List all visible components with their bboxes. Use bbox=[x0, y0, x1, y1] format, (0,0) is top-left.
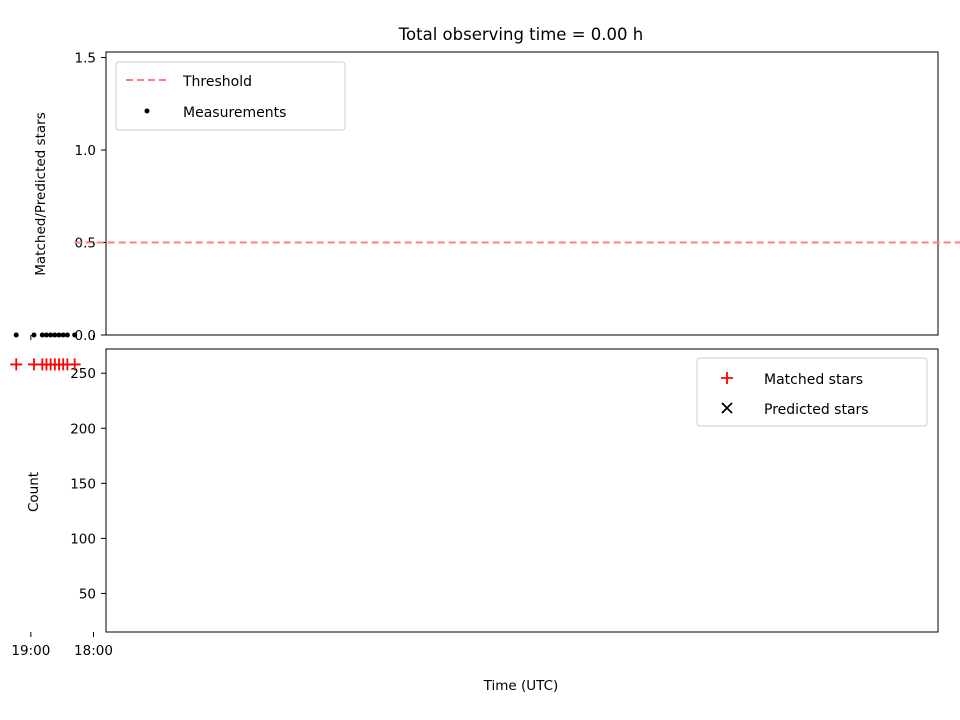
measurement-point bbox=[52, 332, 58, 338]
bottom-x-axis: 18:0019:0020:0021:0022:0023:0000:0001:00… bbox=[11, 632, 113, 659]
x-tick-label: 18:00 bbox=[74, 643, 113, 659]
measurement-point bbox=[43, 332, 49, 338]
bottom-legend-box bbox=[696, 357, 928, 427]
bottom-y-tick-label: 50 bbox=[79, 586, 96, 602]
bottom-y-tick-label: 150 bbox=[70, 476, 96, 492]
measurement-point bbox=[48, 332, 54, 338]
top-plot-frame bbox=[105, 51, 939, 336]
matched-stars-points bbox=[10, 358, 81, 371]
bottom-y-axis: 50 100 150 200 250 bbox=[70, 366, 106, 602]
legend-predicted-label: Predicted stars bbox=[764, 402, 869, 418]
bottom-y-tick-label: 100 bbox=[70, 531, 96, 547]
x-tick-label: 19:00 bbox=[11, 643, 50, 659]
x-axis-label: Time (UTC) bbox=[483, 678, 559, 694]
measurement-point bbox=[72, 332, 78, 338]
top-legend: Threshold Measurements bbox=[115, 61, 346, 131]
measurement-point bbox=[39, 332, 45, 338]
matched-star-marker bbox=[10, 358, 23, 371]
measurement-points bbox=[13, 332, 78, 338]
bottom-legend: Matched stars Predicted stars bbox=[696, 357, 928, 427]
legend-threshold-label: Threshold bbox=[182, 74, 252, 90]
bottom-y-tick-label: 250 bbox=[70, 366, 96, 382]
measurement-point bbox=[31, 332, 37, 338]
bottom-y-tick-label: 200 bbox=[70, 421, 96, 437]
top-panel: 0.0 0.5 1.0 1.5 Matched/Predicted stars Thr… bbox=[13, 51, 960, 344]
measurement-point bbox=[60, 332, 66, 338]
top-y-axis: 0.0 0.5 1.0 1.5 bbox=[75, 51, 106, 344]
measurement-point bbox=[56, 332, 62, 338]
top-y-tick-label: 0.5 bbox=[75, 236, 96, 252]
bottom-plot-frame bbox=[105, 348, 939, 633]
top-y-axis-label: Matched/Predicted stars bbox=[33, 112, 49, 275]
matched-star-marker bbox=[27, 358, 40, 371]
top-legend-box bbox=[115, 61, 346, 131]
top-y-tick-label: 0.0 bbox=[75, 328, 96, 344]
measurement-point bbox=[64, 332, 70, 338]
top-x-axis bbox=[30, 335, 94, 340]
legend-measurements-label: Measurements bbox=[183, 105, 286, 121]
legend-matched-label: Matched stars bbox=[764, 372, 863, 388]
legend-measurements-swatch bbox=[144, 108, 150, 114]
legend-predicted-swatch bbox=[721, 402, 733, 414]
measurement-point bbox=[13, 332, 19, 338]
top-y-tick-label: 1.5 bbox=[75, 51, 96, 67]
bottom-y-axis-label: Count bbox=[26, 472, 42, 512]
legend-matched-swatch bbox=[721, 372, 733, 384]
chart-title: Total observing time = 0.00 h bbox=[398, 25, 643, 44]
top-y-tick-label: 1.0 bbox=[75, 143, 96, 159]
